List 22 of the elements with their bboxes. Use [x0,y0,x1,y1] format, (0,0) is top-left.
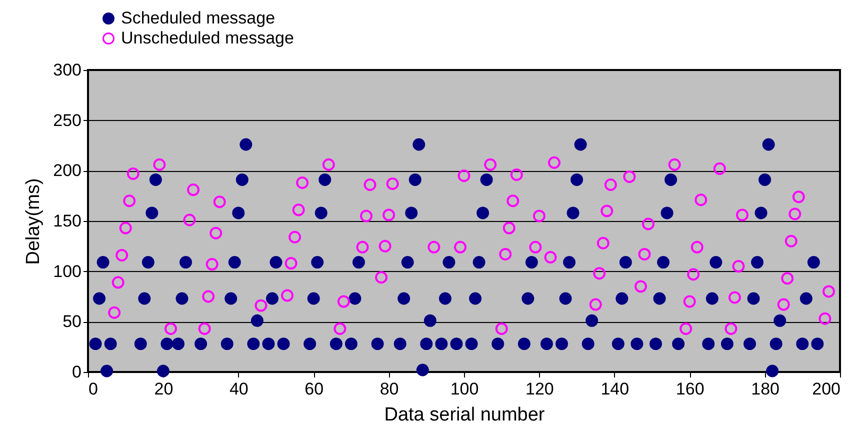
legend-label: Unscheduled message [121,28,294,48]
y-axis-title: Delay(ms) [23,178,44,265]
x-tick-label: 160 [676,380,704,398]
x-tick-label: 140 [600,380,630,398]
y-tick-label: 100 [53,262,82,281]
x-tick-label: 80 [380,380,399,398]
x-tick-label: 20 [154,380,174,398]
x-tick-label: 120 [526,380,554,398]
y-tick-label: 300 [53,60,82,80]
x-tick-label: 180 [751,380,780,398]
y-tick-label: 0 [72,362,82,382]
x-axis-title: Data serial number [384,404,546,426]
y-tick-label: 250 [53,110,82,130]
x-tick-label: 40 [229,380,248,398]
y-tick-label: 200 [53,161,82,180]
y-tick-label: 50 [62,312,82,332]
x-tick-label: 200 [812,380,840,398]
y-tick-label: 150 [53,212,82,230]
x-tick-label: 0 [88,380,98,398]
legend-label: Scheduled message [121,8,276,28]
x-tick-label: 60 [304,380,324,398]
x-tick-label: 100 [450,380,479,398]
